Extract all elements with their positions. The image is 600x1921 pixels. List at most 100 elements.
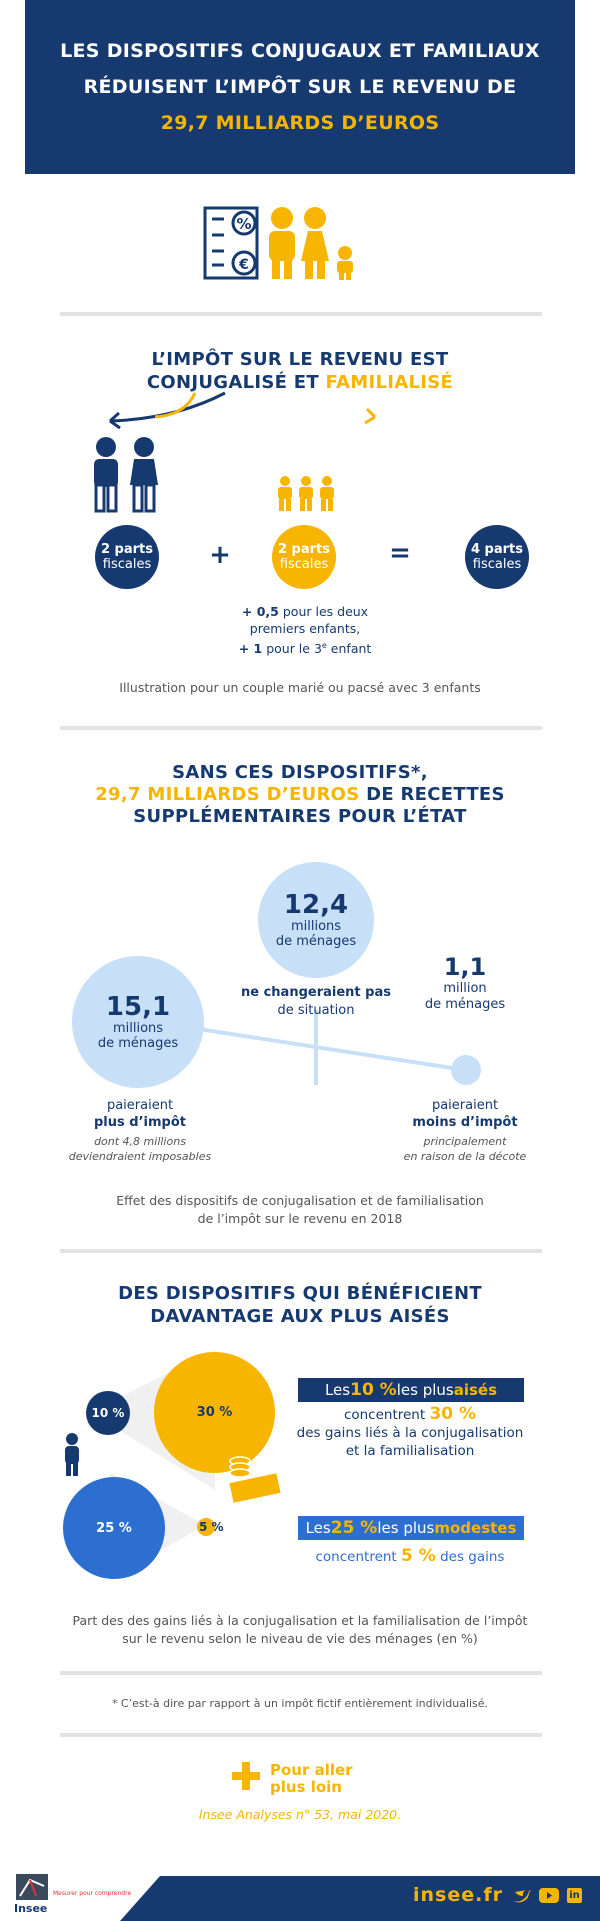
unit: de ménages	[97, 1036, 179, 1051]
site-link[interactable]: insee.fr	[413, 1884, 503, 1906]
note-text: premiers enfants,	[249, 621, 361, 636]
insee-logo-icon	[16, 1874, 48, 1900]
divider	[60, 312, 542, 316]
unit: millions	[112, 1021, 164, 1036]
sublabel: principalement	[423, 1135, 507, 1148]
sublabel: en raison de la décote	[403, 1150, 527, 1163]
section1-caption: Illustration pour un couple marié ou pac…	[119, 680, 481, 695]
note-sup: e	[321, 641, 327, 650]
pop-value: 25 %	[96, 1520, 132, 1536]
value: 30 %	[429, 1404, 477, 1424]
tax-family-illustration: % €	[203, 206, 353, 280]
person-icon	[65, 1433, 79, 1476]
header-banner: LES DISPOSITIFS CONJUGAUX ET FAMILIAUX R…	[25, 0, 575, 174]
text: et la familialisation	[345, 1443, 475, 1459]
section2-caption: Effet des dispositifs de conjugalisation…	[0, 1192, 600, 1228]
label: paieraient	[431, 1098, 499, 1113]
divider	[60, 1249, 542, 1253]
svg-text:%: %	[236, 215, 251, 233]
unchanged-label: ne changeraient pas de situation	[216, 984, 416, 1020]
banner-highlight: aisés	[453, 1381, 498, 1399]
footnote: * C’est-à dire par rapport à un impôt fi…	[111, 1697, 489, 1710]
parts-unit: fiscales	[279, 557, 329, 572]
top-decile-text: concentrent 30 % des gains liés à la con…	[290, 1405, 530, 1460]
parts-unit: fiscales	[472, 557, 522, 572]
parts-value: 4 parts	[470, 542, 523, 557]
arrow-right-icon	[154, 392, 377, 425]
circle-pay-less	[451, 1055, 481, 1085]
section1-title-line1: L’IMPÔT SUR LE REVENU EST	[151, 349, 449, 370]
parts-note: + 0,5 pour les deux premiers enfants, + …	[200, 603, 410, 657]
caption-line: sur le revenu selon le niveau de vie des…	[122, 1631, 478, 1646]
value: 5 %	[401, 1546, 436, 1566]
banner-text: Les	[305, 1519, 331, 1537]
unit: millions	[290, 919, 342, 934]
family-icon	[269, 207, 353, 280]
banner-value: 25 %	[330, 1518, 378, 1538]
linkedin-icon[interactable]: in	[567, 1888, 582, 1903]
text: des gains	[435, 1549, 505, 1565]
caption-line: Effet des dispositifs de conjugalisation…	[116, 1193, 484, 1208]
section1-title-line2: CONJUGALISÉ ET FAMILIALISÉ	[0, 372, 600, 393]
section3-title-line1: DES DISPOSITIFS QUI BÉNÉFICIENT	[118, 1283, 482, 1304]
text: des gains liés à la conjugalisation	[296, 1425, 524, 1441]
more-link[interactable]: Pour aller plus loin	[270, 1762, 353, 1796]
caption-line: Part des des gains liés à la conjugalisa…	[72, 1613, 528, 1628]
text: concentrent	[315, 1549, 402, 1565]
footer-band	[120, 1876, 600, 1921]
section3-title-line2: DAVANTAGE AUX PLUS AISÉS	[150, 1306, 450, 1327]
sublabel: deviendraient imposables	[68, 1150, 212, 1163]
divider	[60, 726, 542, 730]
reference: Insee Analyses n° 53, mai 2020.	[198, 1807, 402, 1822]
banner-text: les plus	[377, 1519, 435, 1537]
youtube-icon[interactable]	[539, 1888, 559, 1903]
title-part-gold: 29,7 MILLIARDS D’EUROS	[95, 784, 360, 805]
circle-pay-more: 15,1 millions de ménages	[72, 956, 204, 1088]
unit: de ménages	[424, 997, 506, 1012]
caption-line: de l’impôt sur le revenu en 2018	[197, 1211, 403, 1226]
bottom-gain-label: 5 %	[199, 1520, 224, 1534]
note-text: enfant	[326, 641, 372, 657]
arrows	[109, 391, 377, 430]
circle-unchanged: 12,4 millions de ménages	[258, 862, 374, 978]
divider	[60, 1671, 542, 1675]
equals-sign: =	[389, 538, 411, 568]
bottom-quartile-banner: Les 25 % les plus modestes	[298, 1516, 524, 1540]
title-part-gold: FAMILIALISÉ	[325, 372, 454, 393]
divider	[60, 1733, 542, 1737]
plus-icon	[232, 1762, 260, 1790]
bottom-quartile-text: concentrent 5 % des gains	[290, 1546, 530, 1566]
pop-value: 10 %	[91, 1406, 125, 1420]
pay-more-label: paieraient plus d’impôt dont 4,8 million…	[50, 1097, 230, 1164]
pay-less-label: paieraient moins d’impôt principalement …	[385, 1097, 545, 1164]
tax-form-icon: % €	[203, 206, 259, 280]
parts-value: 2 parts	[100, 542, 153, 557]
note-value: + 0,5	[241, 604, 279, 619]
parts-total-circle: 4 parts fiscales	[465, 525, 529, 589]
text: concentrent	[343, 1407, 430, 1423]
label: plus d’impôt	[94, 1115, 186, 1130]
top-pop-circle: 10 %	[86, 1391, 130, 1435]
value: 15,1	[105, 992, 171, 1022]
twitter-icon[interactable]	[512, 1888, 532, 1904]
arrow-left-icon	[109, 391, 226, 430]
section2-title-line2: 29,7 MILLIARDS D’EUROS DE RECETTES	[0, 784, 600, 805]
sublabel: dont 4,8 millions	[94, 1135, 186, 1148]
insee-tagline: Mesurer pour comprendre	[53, 1890, 132, 1897]
parts-unit: fiscales	[102, 557, 152, 572]
plus-sign: +	[209, 540, 231, 570]
note-text: pour le 3	[262, 641, 322, 657]
parts-children-circle: 2 parts fiscales	[272, 525, 336, 589]
money-icon	[227, 1456, 283, 1506]
insee-logo-text: Insee	[14, 1902, 48, 1915]
couple-icon	[94, 437, 158, 513]
banner-value: 10 %	[350, 1380, 397, 1400]
value: 1,1	[443, 953, 487, 981]
parts-value: 2 parts	[277, 542, 330, 557]
pay-less-figure: 1,1 million de ménages	[410, 953, 520, 1013]
section2-title-line1: SANS CES DISPOSITIFS*,	[172, 762, 428, 783]
section3-caption: Part des des gains liés à la conjugalisa…	[0, 1612, 600, 1648]
label: paieraient	[106, 1098, 174, 1113]
bottom-gain-circle	[197, 1518, 215, 1536]
top-decile-banner: Les 10 % les plus aisés	[298, 1378, 524, 1402]
